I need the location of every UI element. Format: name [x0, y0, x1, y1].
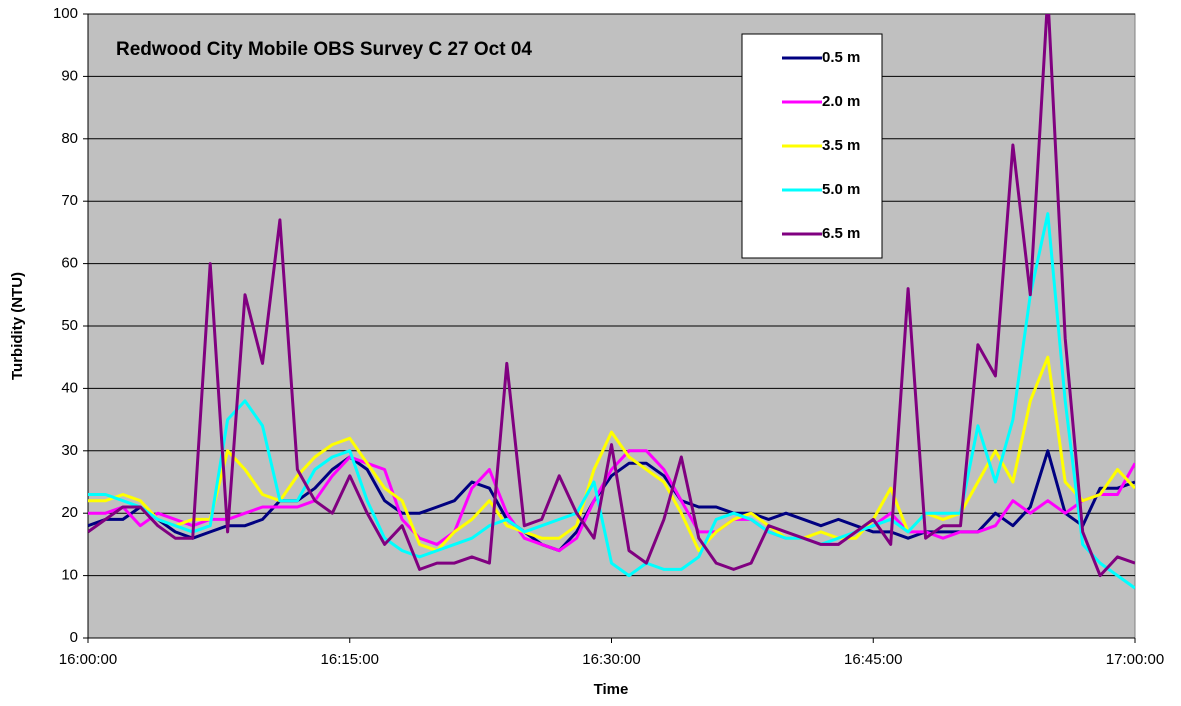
y-tick-label: 30: [61, 442, 78, 459]
legend-label: 3.5 m: [822, 137, 860, 154]
x-tick-label: 16:30:00: [582, 651, 640, 668]
x-tick-label: 17:00:00: [1106, 651, 1164, 668]
y-tick-label: 40: [61, 379, 78, 396]
y-tick-label: 100: [53, 5, 78, 22]
y-tick-label: 60: [61, 255, 78, 272]
x-axis-title: Time: [594, 681, 629, 698]
legend-label: 6.5 m: [822, 225, 860, 242]
legend-label: 2.0 m: [822, 93, 860, 110]
x-tick-label: 16:15:00: [321, 651, 379, 668]
x-tick-label: 16:00:00: [59, 651, 117, 668]
y-tick-label: 50: [61, 317, 78, 334]
y-tick-label: 10: [61, 567, 78, 584]
y-tick-label: 70: [61, 192, 78, 209]
chart-title: Redwood City Mobile OBS Survey C 27 Oct …: [116, 39, 532, 60]
series-line: [88, 449, 1135, 553]
y-tick-label: 90: [61, 67, 78, 84]
legend-label: 0.5 m: [822, 49, 860, 66]
series-line: [88, 14, 1135, 578]
y-tick-label: 0: [70, 629, 78, 646]
y-axis-title: Turbidity (NTU): [9, 272, 26, 380]
y-tick-label: 80: [61, 130, 78, 147]
legend-label: 5.0 m: [822, 181, 860, 198]
x-tick-label: 16:45:00: [844, 651, 902, 668]
y-tick-label: 20: [61, 504, 78, 521]
